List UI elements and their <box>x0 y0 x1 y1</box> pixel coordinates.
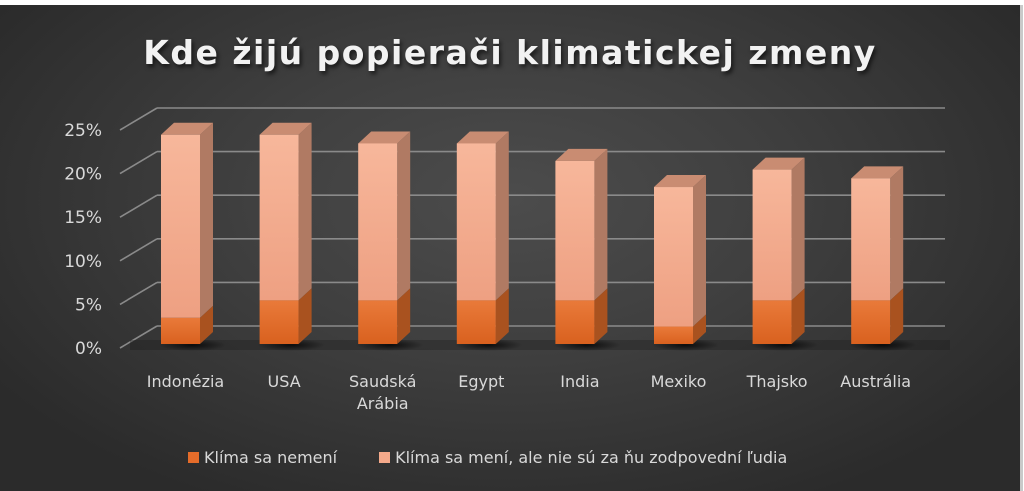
x-category-label: Thajsko <box>746 372 808 391</box>
bar-segment-series-2 <box>851 178 891 301</box>
bars <box>158 122 917 351</box>
bar-3 <box>454 131 523 351</box>
bar-segment-series-1 <box>752 300 792 344</box>
y-tick-label: 20% <box>64 165 102 185</box>
bar-segment-series-1 <box>161 317 200 344</box>
bar-5 <box>651 175 720 351</box>
y-tick-label: 10% <box>64 252 102 272</box>
x-category-label: Mexiko <box>651 372 707 391</box>
y-tick-label: 0% <box>75 339 102 359</box>
x-category-label: Arábia <box>357 394 409 413</box>
bar-7 <box>848 166 917 351</box>
bar-segment-series-2 <box>161 134 200 318</box>
bar-segment-series-1 <box>358 300 398 344</box>
bar-segment-series-2 <box>752 169 792 301</box>
legend-item-series-2: Klíma sa mení, ale nie sú za ňu zodpoved… <box>379 448 787 467</box>
bar-segment-series-2 <box>654 187 693 327</box>
legend: Klíma sa nemení Klíma sa mení, ale nie s… <box>188 448 787 467</box>
chart-title: Kde žijú popierači klimatickej zmeny <box>143 33 877 72</box>
gridlines <box>119 107 945 349</box>
plot-area: 0% 5% 10% 15% 20% 25% Indonézia USA Saudská Arábi… <box>64 107 950 413</box>
legend-item-series-1: Klíma sa nemení <box>188 448 337 467</box>
y-tick-label: 15% <box>64 208 102 228</box>
x-category-label: Indonézia <box>147 372 224 391</box>
bar-segment-series-2 <box>259 134 299 301</box>
chart-area: Kde žijú popierači klimatickej zmeny 0% 5… <box>0 5 1023 491</box>
legend-label: Klíma sa mení, ale nie sú za ňu zodpoved… <box>395 448 788 467</box>
bar-2 <box>355 131 424 351</box>
x-category-label: USA <box>268 372 301 391</box>
bar-segment-series-1 <box>851 300 891 344</box>
y-tick-label: 5% <box>75 295 102 315</box>
bar-segment-series-2 <box>555 160 595 301</box>
legend-swatch-icon <box>379 452 391 463</box>
x-category-label: Egypt <box>458 372 504 391</box>
bar-segment-series-1 <box>654 326 693 344</box>
bar-0 <box>158 122 227 351</box>
bar-segment-series-1 <box>555 300 595 344</box>
bar-segment-series-1 <box>259 300 299 344</box>
bar-1 <box>257 122 326 351</box>
legend-label: Klíma sa nemení <box>204 448 338 467</box>
x-category-label: Austrália <box>840 372 911 391</box>
legend-swatch-icon <box>188 452 199 463</box>
bar-segment-series-2 <box>358 143 398 301</box>
y-tick-label: 25% <box>64 121 102 141</box>
x-category-label: Saudská <box>349 372 416 391</box>
x-category-label: India <box>560 372 599 391</box>
bar-6 <box>750 157 819 351</box>
bar-segment-series-1 <box>456 300 496 344</box>
bar-segment-series-2 <box>456 143 496 301</box>
bar-4 <box>552 148 621 351</box>
